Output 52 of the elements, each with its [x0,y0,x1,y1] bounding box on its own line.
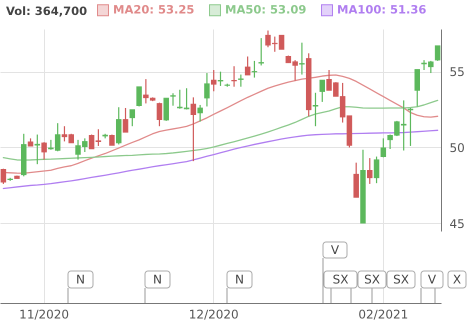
text: SX [332,272,348,286]
candlestick [204,72,210,108]
candlestick [122,107,128,133]
candlestick [34,134,40,165]
candlestick [130,108,136,127]
x-tick-label: 11/2020 [19,308,70,322]
candlestick [374,156,380,184]
candlestick [238,74,244,88]
candlestick [299,42,305,76]
text: Vol: 364,700 [6,4,88,18]
candlestick [170,92,176,106]
candlestick [136,86,142,108]
candlestick [258,38,264,66]
candlestick [0,168,6,185]
candlestick [190,96,196,162]
candlestick [380,138,386,158]
candlestick [210,69,216,92]
candlestick [156,102,162,127]
candlestick [197,104,203,122]
text: X [452,272,462,286]
legend-label: MA50: 53.09 [225,2,306,16]
candlestick [353,162,359,198]
candlestick [244,56,250,76]
y-tick-label: 55 [450,65,465,80]
candlestick [109,134,115,146]
candlestick [252,60,258,78]
candlestick [163,98,169,122]
candlestick [434,45,440,62]
y-tick-label: 50 [450,140,465,155]
candlestick [408,107,414,147]
text: SX [393,272,409,286]
legend-label: MA100: 51.36 [337,2,426,16]
x-tick-label: 12/2020 [188,308,239,322]
candlestick [367,158,373,185]
candlestick [143,78,149,104]
text: V [428,272,437,286]
legend-label: MA20: 53.25 [113,2,194,16]
candlestick [218,71,224,87]
text: SX [364,272,380,286]
candlestick [231,66,237,88]
text: V [330,243,340,257]
candlestick [312,92,318,127]
text: N [235,272,244,286]
candlestick [116,106,122,146]
y-tick-label: 45 [450,216,465,231]
candlestick [414,68,420,108]
candlestick [41,142,47,160]
line-series [2,130,438,190]
text: N [153,272,162,286]
candlestick [320,79,326,102]
text: N [76,272,85,286]
x-tick-label: 02/2021 [358,308,408,322]
